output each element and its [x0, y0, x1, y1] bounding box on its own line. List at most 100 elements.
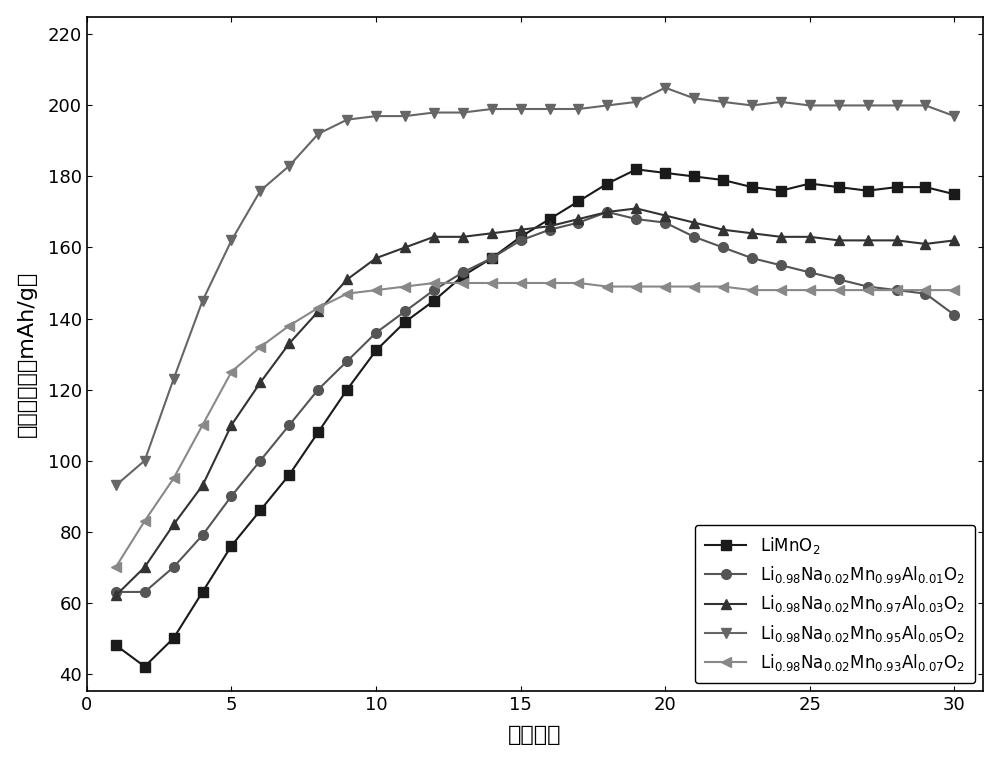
LiMnO$_2$ [515, 232, 527, 242]
Li$_{0.98}$Na$_{0.02}$Mn$_{0.97}$Al$_{0.03}$O$_2$ [919, 239, 931, 248]
Li$_{0.98}$Na$_{0.02}$Mn$_{0.93}$Al$_{0.07}$O$_2$ [139, 517, 151, 526]
Li$_{0.98}$Na$_{0.02}$Mn$_{0.95}$Al$_{0.05}$O$_2$ [370, 111, 382, 120]
Li$_{0.98}$Na$_{0.02}$Mn$_{0.93}$Al$_{0.07}$O$_2$ [457, 278, 469, 287]
Li$_{0.98}$Na$_{0.02}$Mn$_{0.97}$Al$_{0.03}$O$_2$ [139, 562, 151, 572]
Li$_{0.98}$Na$_{0.02}$Mn$_{0.95}$Al$_{0.05}$O$_2$ [572, 104, 584, 114]
Li$_{0.98}$Na$_{0.02}$Mn$_{0.99}$Al$_{0.01}$O$_2$ [833, 275, 845, 284]
Li$_{0.98}$Na$_{0.02}$Mn$_{0.97}$Al$_{0.03}$O$_2$ [283, 339, 295, 348]
Li$_{0.98}$Na$_{0.02}$Mn$_{0.93}$Al$_{0.07}$O$_2$ [659, 282, 671, 291]
Li$_{0.98}$Na$_{0.02}$Mn$_{0.95}$Al$_{0.05}$O$_2$ [168, 374, 180, 383]
Li$_{0.98}$Na$_{0.02}$Mn$_{0.93}$Al$_{0.07}$O$_2$ [283, 321, 295, 330]
Li$_{0.98}$Na$_{0.02}$Mn$_{0.95}$Al$_{0.05}$O$_2$ [544, 104, 556, 114]
Li$_{0.98}$Na$_{0.02}$Mn$_{0.93}$Al$_{0.07}$O$_2$ [399, 282, 411, 291]
Li$_{0.98}$Na$_{0.02}$Mn$_{0.93}$Al$_{0.07}$O$_2$ [312, 303, 324, 312]
Li$_{0.98}$Na$_{0.02}$Mn$_{0.95}$Al$_{0.05}$O$_2$ [254, 186, 266, 195]
Li$_{0.98}$Na$_{0.02}$Mn$_{0.95}$Al$_{0.05}$O$_2$ [775, 98, 787, 107]
Li$_{0.98}$Na$_{0.02}$Mn$_{0.95}$Al$_{0.05}$O$_2$ [283, 162, 295, 171]
Li$_{0.98}$Na$_{0.02}$Mn$_{0.97}$Al$_{0.03}$O$_2$ [312, 307, 324, 316]
Li$_{0.98}$Na$_{0.02}$Mn$_{0.93}$Al$_{0.07}$O$_2$ [630, 282, 642, 291]
Li$_{0.98}$Na$_{0.02}$Mn$_{0.95}$Al$_{0.05}$O$_2$ [804, 101, 816, 110]
Li$_{0.98}$Na$_{0.02}$Mn$_{0.95}$Al$_{0.05}$O$_2$ [197, 296, 209, 306]
Li$_{0.98}$Na$_{0.02}$Mn$_{0.95}$Al$_{0.05}$O$_2$ [515, 104, 527, 114]
Li$_{0.98}$Na$_{0.02}$Mn$_{0.95}$Al$_{0.05}$O$_2$ [659, 83, 671, 92]
Li$_{0.98}$Na$_{0.02}$Mn$_{0.97}$Al$_{0.03}$O$_2$ [544, 222, 556, 231]
Li$_{0.98}$Na$_{0.02}$Mn$_{0.99}$Al$_{0.01}$O$_2$ [630, 215, 642, 224]
Li$_{0.98}$Na$_{0.02}$Mn$_{0.95}$Al$_{0.05}$O$_2$ [457, 108, 469, 117]
Li$_{0.98}$Na$_{0.02}$Mn$_{0.99}$Al$_{0.01}$O$_2$ [254, 456, 266, 465]
Li$_{0.98}$Na$_{0.02}$Mn$_{0.93}$Al$_{0.07}$O$_2$ [891, 286, 903, 295]
Li$_{0.98}$Na$_{0.02}$Mn$_{0.93}$Al$_{0.07}$O$_2$ [862, 286, 874, 295]
Li$_{0.98}$Na$_{0.02}$Mn$_{0.97}$Al$_{0.03}$O$_2$ [717, 225, 729, 234]
Li$_{0.98}$Na$_{0.02}$Mn$_{0.99}$Al$_{0.01}$O$_2$ [139, 588, 151, 597]
Li$_{0.98}$Na$_{0.02}$Mn$_{0.95}$Al$_{0.05}$O$_2$ [717, 98, 729, 107]
Li$_{0.98}$Na$_{0.02}$Mn$_{0.93}$Al$_{0.07}$O$_2$ [486, 278, 498, 287]
Li$_{0.98}$Na$_{0.02}$Mn$_{0.97}$Al$_{0.03}$O$_2$ [168, 520, 180, 529]
LiMnO$_2$ [833, 183, 845, 192]
LiMnO$_2$ [283, 470, 295, 479]
LiMnO$_2$ [168, 633, 180, 642]
Li$_{0.98}$Na$_{0.02}$Mn$_{0.95}$Al$_{0.05}$O$_2$ [891, 101, 903, 110]
LiMnO$_2$ [919, 183, 931, 192]
Li$_{0.98}$Na$_{0.02}$Mn$_{0.95}$Al$_{0.05}$O$_2$ [110, 481, 122, 490]
Line: Li$_{0.98}$Na$_{0.02}$Mn$_{0.97}$Al$_{0.03}$O$_2$: Li$_{0.98}$Na$_{0.02}$Mn$_{0.97}$Al$_{0.… [111, 203, 959, 600]
Li$_{0.98}$Na$_{0.02}$Mn$_{0.97}$Al$_{0.03}$O$_2$ [254, 378, 266, 387]
Li$_{0.98}$Na$_{0.02}$Mn$_{0.99}$Al$_{0.01}$O$_2$ [486, 254, 498, 263]
Li$_{0.98}$Na$_{0.02}$Mn$_{0.93}$Al$_{0.07}$O$_2$ [341, 289, 353, 298]
Li$_{0.98}$Na$_{0.02}$Mn$_{0.97}$Al$_{0.03}$O$_2$ [862, 235, 874, 245]
LiMnO$_2$ [862, 186, 874, 195]
Li$_{0.98}$Na$_{0.02}$Mn$_{0.93}$Al$_{0.07}$O$_2$ [688, 282, 700, 291]
Li$_{0.98}$Na$_{0.02}$Mn$_{0.99}$Al$_{0.01}$O$_2$ [225, 491, 237, 501]
LiMnO$_2$ [804, 179, 816, 188]
Li$_{0.98}$Na$_{0.02}$Mn$_{0.93}$Al$_{0.07}$O$_2$ [919, 286, 931, 295]
Li$_{0.98}$Na$_{0.02}$Mn$_{0.93}$Al$_{0.07}$O$_2$ [746, 286, 758, 295]
LiMnO$_2$ [341, 385, 353, 394]
Li$_{0.98}$Na$_{0.02}$Mn$_{0.97}$Al$_{0.03}$O$_2$ [659, 211, 671, 220]
Li$_{0.98}$Na$_{0.02}$Mn$_{0.99}$Al$_{0.01}$O$_2$ [341, 357, 353, 366]
Li$_{0.98}$Na$_{0.02}$Mn$_{0.93}$Al$_{0.07}$O$_2$ [254, 342, 266, 351]
Li$_{0.98}$Na$_{0.02}$Mn$_{0.99}$Al$_{0.01}$O$_2$ [515, 235, 527, 245]
Li$_{0.98}$Na$_{0.02}$Mn$_{0.97}$Al$_{0.03}$O$_2$ [572, 215, 584, 224]
Li$_{0.98}$Na$_{0.02}$Mn$_{0.93}$Al$_{0.07}$O$_2$ [804, 286, 816, 295]
LiMnO$_2$ [428, 296, 440, 306]
Li$_{0.98}$Na$_{0.02}$Mn$_{0.95}$Al$_{0.05}$O$_2$ [399, 111, 411, 120]
Li$_{0.98}$Na$_{0.02}$Mn$_{0.97}$Al$_{0.03}$O$_2$ [399, 243, 411, 252]
Li$_{0.98}$Na$_{0.02}$Mn$_{0.99}$Al$_{0.01}$O$_2$ [399, 307, 411, 316]
Li$_{0.98}$Na$_{0.02}$Mn$_{0.97}$Al$_{0.03}$O$_2$ [948, 235, 960, 245]
Li$_{0.98}$Na$_{0.02}$Mn$_{0.99}$Al$_{0.01}$O$_2$ [428, 286, 440, 295]
Li$_{0.98}$Na$_{0.02}$Mn$_{0.99}$Al$_{0.01}$O$_2$ [775, 261, 787, 270]
Li$_{0.98}$Na$_{0.02}$Mn$_{0.95}$Al$_{0.05}$O$_2$ [139, 456, 151, 465]
Li$_{0.98}$Na$_{0.02}$Mn$_{0.95}$Al$_{0.05}$O$_2$ [948, 111, 960, 120]
Li$_{0.98}$Na$_{0.02}$Mn$_{0.95}$Al$_{0.05}$O$_2$ [919, 101, 931, 110]
Li$_{0.98}$Na$_{0.02}$Mn$_{0.99}$Al$_{0.01}$O$_2$ [862, 282, 874, 291]
Li$_{0.98}$Na$_{0.02}$Mn$_{0.93}$Al$_{0.07}$O$_2$ [110, 562, 122, 572]
LiMnO$_2$ [486, 254, 498, 263]
LiMnO$_2$ [110, 641, 122, 650]
LiMnO$_2$ [948, 190, 960, 199]
LiMnO$_2$ [891, 183, 903, 192]
Li$_{0.98}$Na$_{0.02}$Mn$_{0.93}$Al$_{0.07}$O$_2$ [717, 282, 729, 291]
LiMnO$_2$ [225, 541, 237, 550]
Li$_{0.98}$Na$_{0.02}$Mn$_{0.99}$Al$_{0.01}$O$_2$ [804, 267, 816, 277]
Li$_{0.98}$Na$_{0.02}$Mn$_{0.97}$Al$_{0.03}$O$_2$ [746, 229, 758, 238]
Li$_{0.98}$Na$_{0.02}$Mn$_{0.97}$Al$_{0.03}$O$_2$ [225, 421, 237, 430]
Li$_{0.98}$Na$_{0.02}$Mn$_{0.99}$Al$_{0.01}$O$_2$ [168, 562, 180, 572]
Li$_{0.98}$Na$_{0.02}$Mn$_{0.99}$Al$_{0.01}$O$_2$ [659, 218, 671, 227]
Li$_{0.98}$Na$_{0.02}$Mn$_{0.95}$Al$_{0.05}$O$_2$ [746, 101, 758, 110]
Li$_{0.98}$Na$_{0.02}$Mn$_{0.95}$Al$_{0.05}$O$_2$ [601, 101, 613, 110]
LiMnO$_2$ [544, 215, 556, 224]
Li$_{0.98}$Na$_{0.02}$Mn$_{0.97}$Al$_{0.03}$O$_2$ [197, 481, 209, 490]
Li$_{0.98}$Na$_{0.02}$Mn$_{0.95}$Al$_{0.05}$O$_2$ [486, 104, 498, 114]
Li$_{0.98}$Na$_{0.02}$Mn$_{0.99}$Al$_{0.01}$O$_2$ [572, 218, 584, 227]
Y-axis label: 放电比容量（mAh/g）: 放电比容量（mAh/g） [17, 271, 37, 437]
Li$_{0.98}$Na$_{0.02}$Mn$_{0.99}$Al$_{0.01}$O$_2$ [283, 421, 295, 430]
LiMnO$_2$ [659, 168, 671, 178]
LiMnO$_2$ [688, 172, 700, 181]
Li$_{0.98}$Na$_{0.02}$Mn$_{0.95}$Al$_{0.05}$O$_2$ [833, 101, 845, 110]
Li$_{0.98}$Na$_{0.02}$Mn$_{0.97}$Al$_{0.03}$O$_2$ [891, 235, 903, 245]
Li$_{0.98}$Na$_{0.02}$Mn$_{0.99}$Al$_{0.01}$O$_2$ [457, 267, 469, 277]
Li$_{0.98}$Na$_{0.02}$Mn$_{0.93}$Al$_{0.07}$O$_2$ [572, 278, 584, 287]
Li$_{0.98}$Na$_{0.02}$Mn$_{0.99}$Al$_{0.01}$O$_2$ [717, 243, 729, 252]
Li$_{0.98}$Na$_{0.02}$Mn$_{0.93}$Al$_{0.07}$O$_2$ [428, 278, 440, 287]
Li$_{0.98}$Na$_{0.02}$Mn$_{0.99}$Al$_{0.01}$O$_2$ [746, 254, 758, 263]
Li$_{0.98}$Na$_{0.02}$Mn$_{0.93}$Al$_{0.07}$O$_2$ [948, 286, 960, 295]
